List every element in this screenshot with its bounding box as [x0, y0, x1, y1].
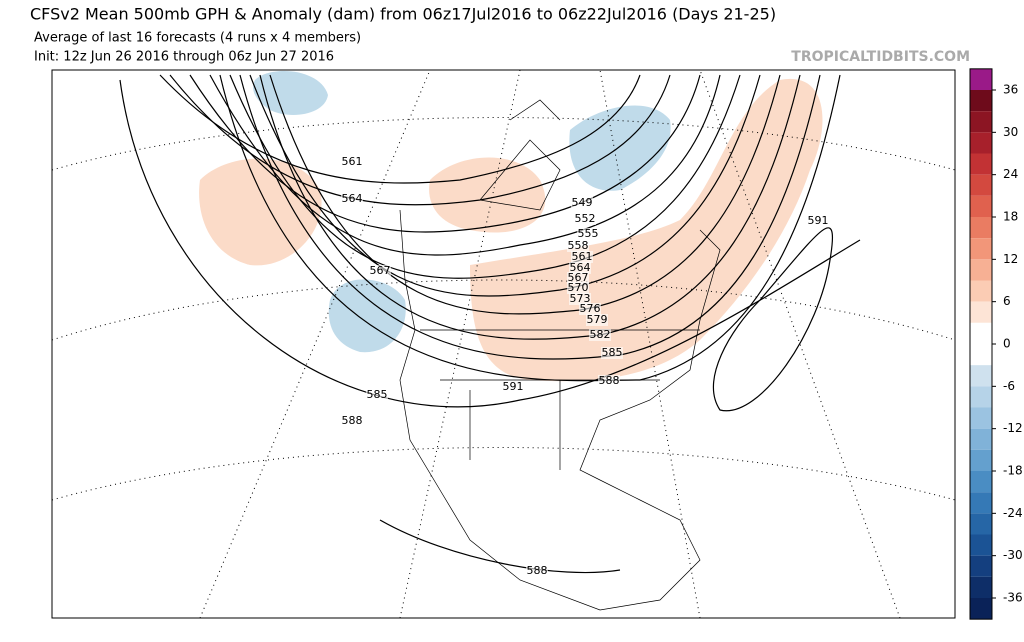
contour-label: 585	[602, 346, 623, 359]
contour-label: 579	[587, 313, 608, 326]
label-bg	[526, 565, 548, 577]
colorbar-swatch	[970, 513, 992, 535]
contour-label: 588	[599, 374, 620, 387]
colorbar-label: -18	[1003, 464, 1023, 478]
contour-label: 588	[342, 414, 363, 427]
label-bg	[366, 389, 388, 401]
colorbar-swatch	[970, 598, 992, 620]
colorbar-label: 0	[1003, 337, 1011, 351]
label-bg	[571, 197, 593, 209]
colorbar-label: 18	[1003, 210, 1018, 224]
subtitle: Average of last 16 forecasts (4 runs x 4…	[34, 31, 361, 46]
colorbar-swatch	[970, 449, 992, 471]
label-bg	[567, 272, 589, 284]
contour-label: 549	[572, 196, 593, 209]
colorbar-swatch	[970, 471, 992, 493]
contour-label: 567	[568, 271, 589, 284]
colorbar-label: 12	[1003, 252, 1018, 266]
colorbar-label: 30	[1003, 125, 1018, 139]
colorbar-swatch	[970, 365, 992, 387]
label-bg	[341, 193, 363, 205]
label-bg	[586, 314, 608, 326]
contour-label: 564	[570, 261, 591, 274]
contour-label: 585	[367, 388, 388, 401]
graticule	[51, 69, 956, 619]
label-bg	[601, 347, 623, 359]
label-bg	[571, 251, 593, 263]
colorbar-swatch	[970, 238, 992, 260]
label-bg	[589, 329, 611, 341]
coastlines	[399, 99, 721, 611]
colorbar: 36 30 24 18 12 6 0 -6 -12 -18 -24 -30 -36	[969, 68, 1023, 620]
label-bg	[577, 228, 599, 240]
label-bg	[574, 213, 596, 225]
colorbar-swatch	[970, 322, 992, 344]
colorbar-swatch	[970, 280, 992, 302]
contour-labels: 5615645675855885915495525555585615645675…	[341, 155, 829, 577]
colorbar-swatch	[970, 386, 992, 408]
colorbar-label: 24	[1003, 167, 1018, 181]
colorbar-swatch	[970, 68, 992, 90]
map: 5615645675855885915495525555585615645675…	[51, 69, 956, 619]
label-bg	[598, 375, 620, 387]
contour-label: 561	[342, 155, 363, 168]
label-bg	[502, 381, 524, 393]
colorbar-swatch	[970, 492, 992, 514]
watermark: TROPICALTIDBITS.COM	[791, 49, 970, 65]
contour-label: 588	[527, 564, 548, 577]
label-bg	[567, 240, 589, 252]
colorbar-label: 6	[1003, 294, 1011, 308]
label-bg	[567, 282, 589, 294]
label-bg	[807, 215, 829, 227]
init-line: Init: 12z Jun 26 2016 through 06z Jun 27…	[34, 50, 334, 65]
contour-label: 561	[572, 250, 593, 263]
title: CFSv2 Mean 500mb GPH & Anomaly (dam) fro…	[30, 5, 776, 24]
contour-label: 555	[578, 227, 599, 240]
colorbar-swatch	[970, 174, 992, 196]
colorbar-label: -30	[1003, 548, 1023, 562]
label-bg	[569, 262, 591, 274]
colorbar-swatch	[970, 428, 992, 450]
colorbar-label: -6	[1003, 379, 1015, 393]
contour-label: 552	[575, 212, 596, 225]
colorbar-swatch	[970, 217, 992, 239]
colorbar-swatch	[970, 407, 992, 429]
colorbar-swatch	[970, 132, 992, 154]
contour-label: 570	[568, 281, 589, 294]
colorbar-swatch	[970, 259, 992, 281]
colorbar-swatch	[970, 111, 992, 133]
colorbar-label: -24	[1003, 506, 1023, 520]
colorbar-swatch	[970, 344, 992, 366]
label-bg	[341, 156, 363, 168]
contour-label: 591	[503, 380, 524, 393]
contour-label: 573	[570, 292, 591, 305]
colorbar-swatch	[970, 576, 992, 598]
contour-label: 567	[370, 264, 391, 277]
colorbar-swatch	[970, 153, 992, 175]
label-bg	[369, 265, 391, 277]
label-bg	[579, 303, 601, 315]
colorbar-swatch	[970, 555, 992, 577]
label-bg	[569, 293, 591, 305]
colorbar-swatch	[970, 301, 992, 323]
colorbar-label: -12	[1003, 421, 1023, 435]
contour-label: 576	[580, 302, 601, 315]
label-bg	[341, 415, 363, 427]
colorbar-swatch	[970, 195, 992, 217]
colorbar-swatch	[970, 534, 992, 556]
colorbar-label: 36	[1003, 83, 1018, 97]
colorbar-label: -36	[1003, 591, 1023, 605]
contour-label: 558	[568, 239, 589, 252]
colorbar-swatch	[970, 90, 992, 112]
contour-label: 582	[590, 328, 611, 341]
contour-label: 591	[808, 214, 829, 227]
anomalies	[199, 71, 823, 382]
contour-label: 564	[342, 192, 363, 205]
